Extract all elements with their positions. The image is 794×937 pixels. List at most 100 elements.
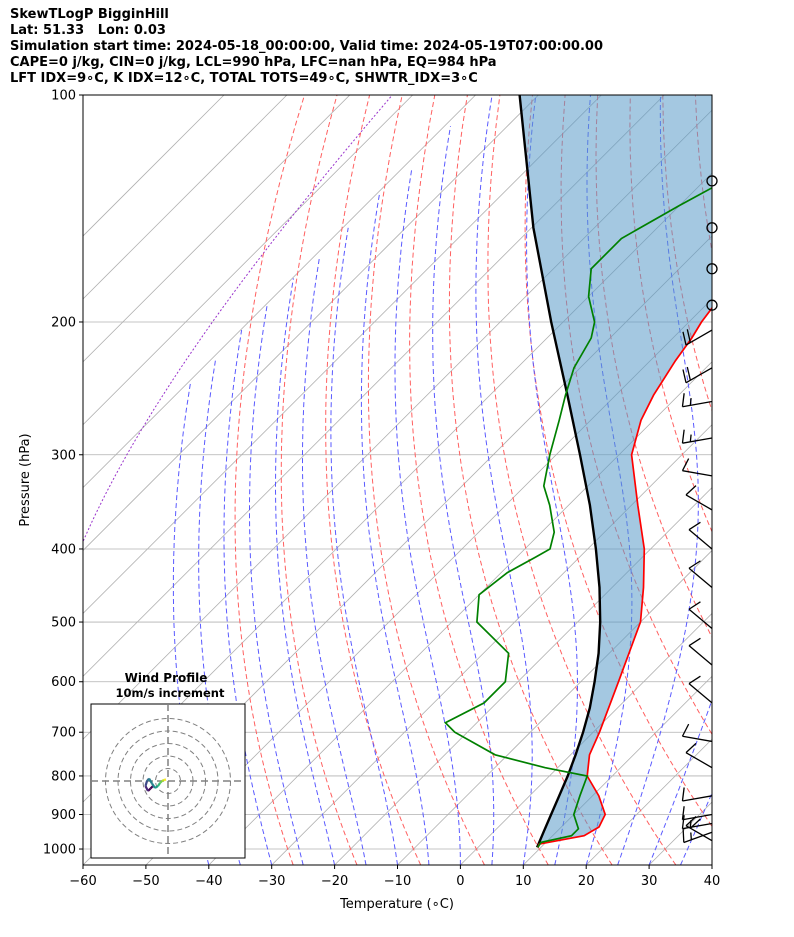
dry-adiabat xyxy=(662,95,712,413)
dry-adiabat xyxy=(524,95,712,828)
wind-barb xyxy=(688,521,713,550)
wind-barbs xyxy=(681,175,718,844)
isotherm-line xyxy=(397,549,712,865)
wind-barb-calm xyxy=(706,175,718,187)
wind-barb-calm xyxy=(706,263,718,275)
isotherm-line xyxy=(271,424,712,865)
moist-adiabat xyxy=(711,863,712,865)
x-tick-label: −40 xyxy=(195,874,222,889)
chart-title-block: SkewTLogP BigginHill Lat: 51.33 Lon: 0.0… xyxy=(10,7,603,87)
hodograph-segment xyxy=(151,782,156,789)
title-line-times: Simulation start time: 2024-05-18_00:00:… xyxy=(10,39,603,54)
moist-adiabat xyxy=(198,360,241,865)
y-tick-label: 600 xyxy=(51,675,76,690)
y-tick-label: 100 xyxy=(51,89,76,104)
hodograph-segment xyxy=(144,780,149,787)
moist-adiabat xyxy=(680,791,712,865)
title-line-location: Lat: 51.33 Lon: 0.03 xyxy=(10,23,166,38)
wind-barb xyxy=(685,485,713,511)
parcel-profile-line xyxy=(518,95,602,848)
hodograph-segment xyxy=(154,785,159,789)
moist-adiabat xyxy=(617,95,699,865)
isotherm-line xyxy=(711,864,712,865)
x-tick-label: −10 xyxy=(384,874,411,889)
x-tick-label: 40 xyxy=(704,874,721,889)
moist-adiabat xyxy=(432,126,495,865)
y-tick-label: 900 xyxy=(51,808,76,823)
y-tick-label: 800 xyxy=(51,769,76,784)
axes: −60 −50 −40 −30 −20 −10 0 10 20 30 40 100 200 300 400 5… xyxy=(43,89,720,890)
moist-adiabat xyxy=(249,305,304,865)
isotherm-line xyxy=(83,95,225,237)
title-line-station: SkewTLogP BigginHill xyxy=(10,7,169,22)
y-tick-label: 500 xyxy=(51,616,76,631)
x-axis-label: Temperature (∘C) xyxy=(339,897,454,912)
wind-barb xyxy=(682,828,713,844)
y-tick-label: 300 xyxy=(51,448,76,463)
moist-adiabat xyxy=(330,227,398,865)
moist-adiabat xyxy=(744,95,794,865)
x-tick-label: 0 xyxy=(456,874,464,889)
isotherm-line xyxy=(83,95,413,426)
hodograph-segment xyxy=(144,785,149,792)
moist-adiabat xyxy=(302,258,367,865)
wind-profile-inset: Wind Profile 10m/s increment xyxy=(90,671,246,859)
wind-barb xyxy=(688,560,713,589)
y-tick-label: 1000 xyxy=(43,843,76,858)
dry-adiabat xyxy=(280,95,358,865)
isotherm-line xyxy=(83,95,539,552)
wind-barb xyxy=(688,601,713,630)
wind-barb xyxy=(681,393,713,408)
dry-adiabat xyxy=(728,95,794,865)
y-tick-label: 400 xyxy=(51,542,76,557)
mixing-ratio-line xyxy=(83,95,393,543)
isotherm-line xyxy=(83,95,602,614)
dry-adiabat xyxy=(448,95,613,865)
wind-barb xyxy=(681,429,713,444)
moist-adiabat xyxy=(275,278,336,865)
x-tick-label: 20 xyxy=(578,874,595,889)
wind-barb xyxy=(688,637,713,666)
dry-adiabat xyxy=(761,95,794,865)
hodograph-segment xyxy=(163,778,167,782)
plot-area xyxy=(83,95,794,865)
x-tick-label: −20 xyxy=(321,874,348,889)
dewpoint-profile-line xyxy=(443,186,712,848)
x-tick-label: 30 xyxy=(641,874,658,889)
wind-barb xyxy=(681,458,713,477)
moist-adiabat xyxy=(360,193,430,865)
wind-barb xyxy=(685,742,713,769)
inset-title: Wind Profile xyxy=(125,671,208,685)
wind-barb xyxy=(682,329,713,346)
inset-subtitle: 10m/s increment xyxy=(116,686,225,700)
cape-cin-shading xyxy=(519,95,712,848)
moist-adiabat xyxy=(223,330,273,865)
moist-adiabat xyxy=(394,168,461,865)
title-line-cape: CAPE=0 j/kg, CIN=0 j/kg, LCL=990 hPa, LF… xyxy=(10,55,497,70)
hodograph-segment xyxy=(149,785,154,790)
isotherm-line xyxy=(523,675,712,865)
y-axis-label: Pressure (hPa) xyxy=(18,433,33,526)
x-tick-label: 10 xyxy=(515,874,532,889)
wind-barb xyxy=(681,806,713,821)
dry-adiabat xyxy=(409,95,549,865)
dry-adiabat xyxy=(487,95,677,865)
isotherm-line xyxy=(83,95,288,300)
wind-barb xyxy=(685,815,713,842)
x-tick-label: −60 xyxy=(69,874,96,889)
wind-barb xyxy=(682,366,713,384)
wind-barb xyxy=(681,787,713,802)
x-tick-label: −50 xyxy=(132,874,159,889)
wind-barb xyxy=(688,675,713,704)
hodograph-segment xyxy=(161,779,165,782)
dry-adiabat xyxy=(234,95,305,865)
isotherm-line xyxy=(145,298,712,865)
x-tick-label: −30 xyxy=(258,874,285,889)
wind-barb-calm xyxy=(706,299,718,311)
isotherm-line xyxy=(83,95,351,363)
hodograph-segment xyxy=(148,777,153,785)
moist-adiabat xyxy=(648,698,712,865)
wind-barb xyxy=(681,723,713,743)
moist-adiabat xyxy=(526,95,578,865)
